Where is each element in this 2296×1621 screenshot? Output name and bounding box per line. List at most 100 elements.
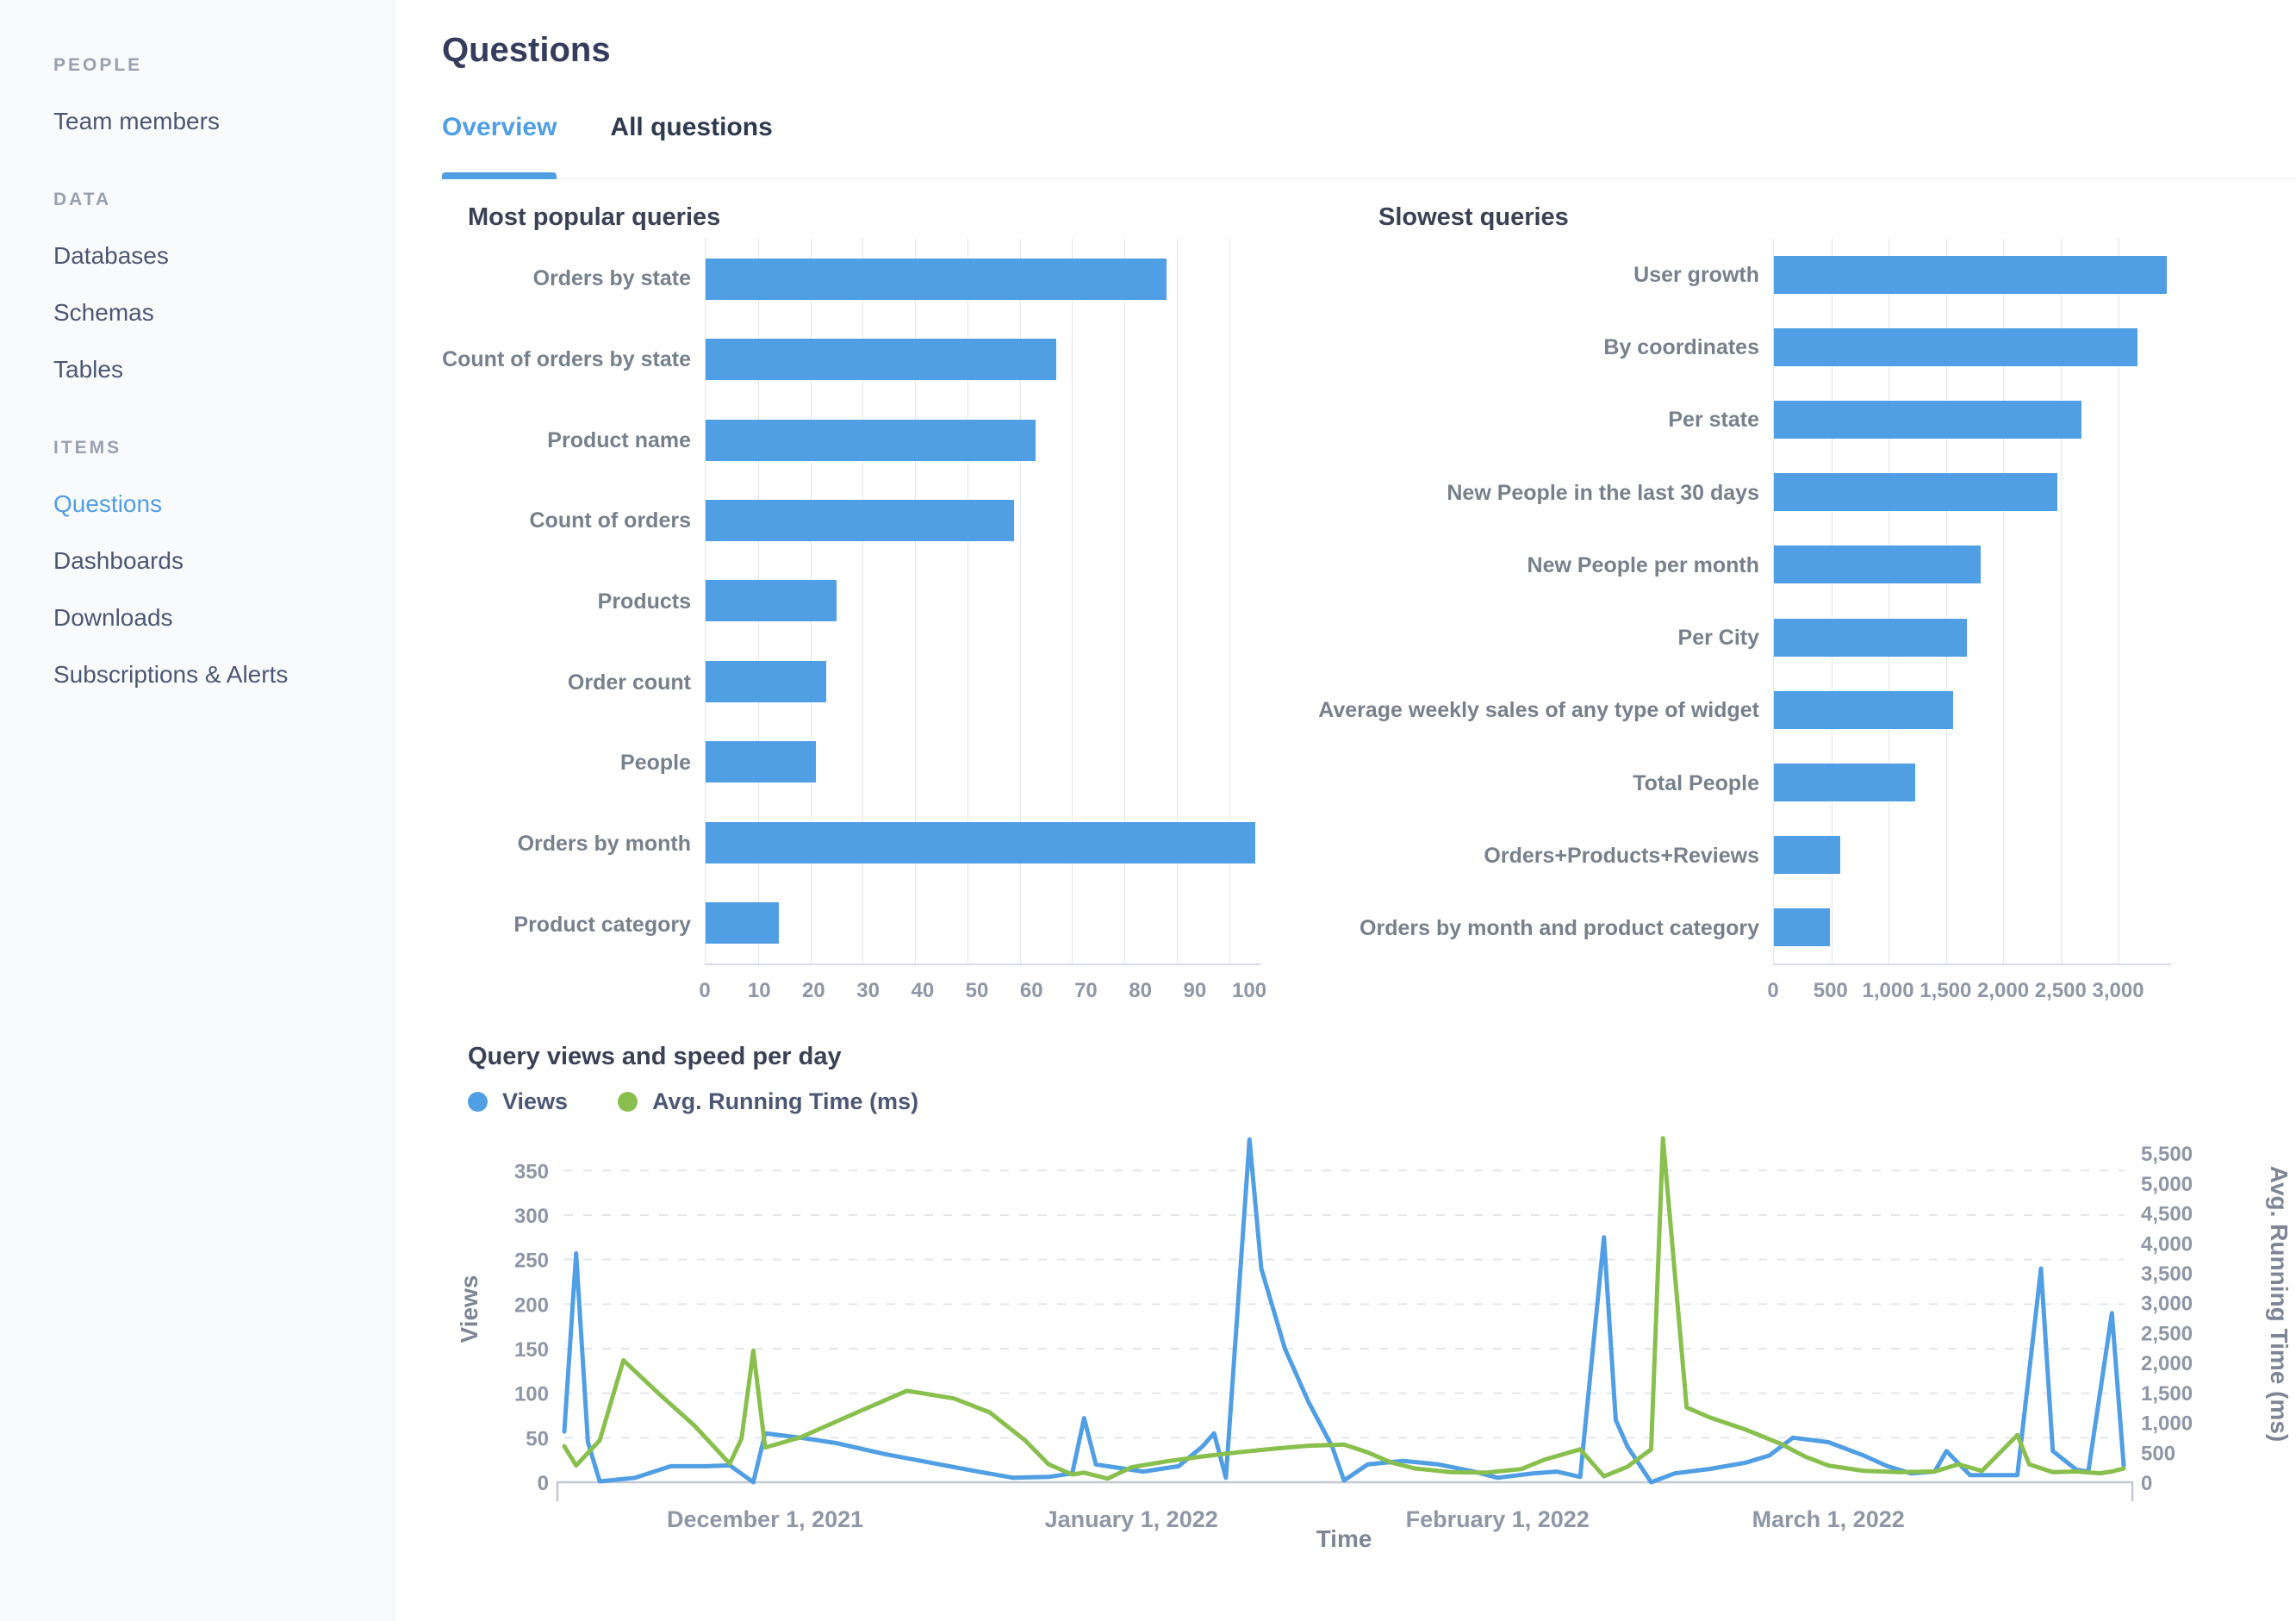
avg-running-time-ms-line[interactable]: [562, 1136, 2126, 1481]
sidebar-item-team-members[interactable]: Team members: [53, 108, 220, 134]
y-right-tick-label: 5,000: [2141, 1173, 2193, 1196]
bar-per-state[interactable]: [1774, 401, 2082, 440]
bar-row: [706, 561, 1260, 641]
sidebar-item-dashboards[interactable]: Dashboards: [53, 547, 184, 574]
axis-spacer: [464, 965, 705, 1013]
bar-rows: [706, 239, 1260, 963]
sidebar-item-tables[interactable]: Tables: [53, 356, 123, 383]
legend: Views Avg. Running Time (ms): [468, 1088, 2296, 1115]
views-line[interactable]: [562, 1137, 2126, 1485]
y-right-tick-label: 3,500: [2141, 1263, 2193, 1286]
sidebar-section-header: ITEMS: [53, 438, 122, 458]
tab-overview[interactable]: Overview: [442, 113, 557, 179]
bar-new-people-per-month[interactable]: [1774, 546, 1981, 584]
sidebar-section: PEOPLE Team members: [53, 55, 394, 150]
bar-people[interactable]: [706, 741, 816, 783]
bar-user-growth[interactable]: [1774, 256, 2167, 295]
bar-chart: Orders by state Count of orders by state P…: [442, 239, 1282, 965]
gridline: [1124, 239, 1126, 963]
bar-product-name[interactable]: [706, 419, 1036, 461]
axis-tick-label: 2,500: [2034, 979, 2087, 1002]
y-right-tick-label: 3,000: [2141, 1293, 2193, 1316]
axis-tick-label: 70: [1074, 979, 1098, 1002]
running-time-legend-dot: [618, 1092, 638, 1112]
bar-label: New People in the last 30 days: [1447, 480, 1759, 505]
bar-average-weekly-sales-of-any-type-of-widget[interactable]: [1774, 690, 1953, 729]
bar-orders-by-month[interactable]: [706, 821, 1255, 863]
query-views-speed-section: Query views and speed per day Views Avg.…: [442, 1043, 2296, 1549]
y-right-tick-label: 1,000: [2141, 1412, 2193, 1436]
legend-item-running-time[interactable]: Avg. Running Time (ms): [618, 1088, 918, 1115]
bar-per-city[interactable]: [1774, 618, 1967, 657]
bar-row: [1774, 239, 2171, 311]
bar-label: Product name: [547, 427, 691, 452]
bar-orders-by-state[interactable]: [706, 258, 1167, 300]
bar-row: [706, 239, 1260, 319]
x-tick-label: February 1, 2022: [1406, 1506, 1590, 1532]
bar-row: [1774, 456, 2171, 528]
bar-product-category[interactable]: [706, 902, 780, 945]
sidebar-item-downloads[interactable]: Downloads: [53, 604, 173, 631]
x-tick-label: December 1, 2021: [667, 1506, 863, 1532]
sidebar-item-databases[interactable]: Databases: [53, 242, 169, 269]
axis-tick-label: 3,000: [2092, 979, 2144, 1002]
axis-tick-label: 0: [1767, 979, 1779, 1002]
x-axis: 0 500 1,000 1,500 2,000 2,500 3,000: [1368, 965, 2171, 1013]
axis-tick-label: 90: [1183, 979, 1207, 1002]
y-left-tick-label: 200: [514, 1294, 549, 1317]
bar-row: [706, 480, 1260, 560]
tab-all-questions[interactable]: All questions: [610, 113, 773, 141]
bar-label: Count of orders: [529, 508, 692, 533]
bar-count-of-orders[interactable]: [706, 500, 1015, 542]
views-legend-dot: [468, 1092, 488, 1112]
sidebar-item-questions[interactable]: Questions: [53, 490, 163, 517]
bar-new-people-in-the-last-30-days[interactable]: [1774, 473, 2058, 512]
legend-label: Views: [502, 1088, 569, 1114]
gridline: [915, 239, 917, 963]
y-left-tick-label: 50: [526, 1427, 549, 1450]
bar-row: [706, 802, 1260, 882]
axis-tick-label: 2,000: [1977, 979, 2030, 1002]
sidebar-item-schemas[interactable]: Schemas: [53, 299, 154, 326]
sidebar-item-subscriptions-alerts[interactable]: Subscriptions & Alerts: [53, 661, 289, 688]
admin-sidebar: PEOPLE Team members DATA Databases Schemas Ta…: [0, 0, 395, 1621]
bar-row: [1774, 311, 2171, 383]
bar-plot-area: [1773, 239, 2171, 965]
axis-tick-label: 100: [1232, 979, 1267, 1002]
bar-label: Order count: [567, 670, 691, 695]
bar-label: Per state: [1668, 408, 1759, 433]
legend-item-views[interactable]: Views: [468, 1088, 568, 1115]
bar-orders-by-month-and-product-category[interactable]: [1774, 907, 1831, 946]
axis-tick-track: 0 10 20 30 40 50 60 70 80 90 100: [699, 965, 1282, 1013]
bar-row: [706, 319, 1260, 399]
y-right-tick-label: 0: [2141, 1472, 2152, 1495]
bar-order-count[interactable]: [706, 660, 826, 702]
bar-count-of-orders-by-state[interactable]: [706, 339, 1057, 381]
bar-label: People: [620, 751, 691, 776]
chart-title: Slowest queries: [1378, 203, 1569, 231]
bar-rows: [1774, 239, 2171, 963]
axis-tick-label: 60: [1019, 979, 1043, 1002]
bar-by-coordinates[interactable]: [1774, 328, 2138, 367]
main-content: Questions Overview All questions Most pop…: [395, 0, 2296, 1621]
bar-label: Orders by month and product category: [1360, 916, 1759, 941]
bar-row: [1774, 383, 2171, 456]
y-left-tick-label: 300: [514, 1205, 549, 1228]
axis-tick-label: 20: [802, 979, 825, 1002]
bar-products[interactable]: [706, 580, 837, 622]
bar-total-people[interactable]: [1774, 763, 1915, 801]
bar-label: New People per month: [1527, 552, 1759, 577]
y-left-tick-label: 0: [538, 1472, 549, 1495]
bar-label: User growth: [1633, 262, 1759, 287]
bar-row: [1774, 674, 2171, 746]
axis-tick-label: 50: [965, 979, 989, 1002]
bar-plot-area: [705, 239, 1260, 965]
bar-labels-column: User growth By coordinates Per state New Pe…: [1318, 239, 1773, 965]
bar-label: Orders+Products+Reviews: [1484, 844, 1759, 869]
bar-orders-products-reviews[interactable]: [1774, 835, 1841, 874]
x-tick-label: March 1, 2022: [1752, 1506, 1905, 1532]
bar-label: Orders by state: [532, 266, 691, 291]
y-right-tick-label: 500: [2141, 1442, 2175, 1465]
axis-tick-label: 30: [856, 979, 880, 1002]
gridline: [862, 239, 864, 963]
